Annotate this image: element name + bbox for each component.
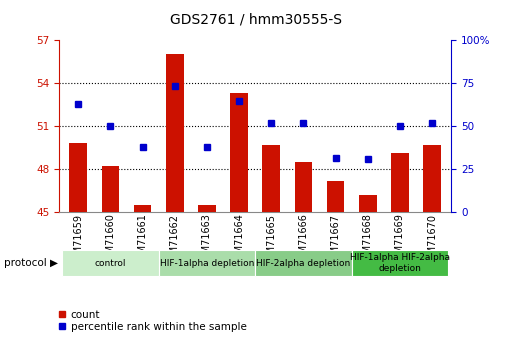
Bar (62, 250, 159, 276)
Bar (134, 205, 151, 212)
Text: GDS2761 / hmm30555-S: GDS2761 / hmm30555-S (170, 12, 343, 26)
Text: control: control (95, 258, 126, 268)
Bar (294, 162, 312, 212)
Bar (198, 205, 216, 212)
Text: HIF-1alpha HIF-2alpha
depletion: HIF-1alpha HIF-2alpha depletion (350, 253, 450, 273)
Bar (69, 143, 87, 212)
Bar (166, 54, 184, 212)
Bar (102, 166, 120, 212)
Bar (230, 93, 248, 212)
Bar (391, 153, 409, 212)
Bar (352, 250, 448, 276)
Text: HIF-1alpha depletion: HIF-1alpha depletion (160, 258, 254, 268)
Bar (423, 145, 441, 212)
Text: protocol ▶: protocol ▶ (4, 258, 58, 268)
Bar (159, 250, 255, 276)
Text: HIF-2alpha depletion: HIF-2alpha depletion (256, 258, 350, 268)
Bar (255, 250, 352, 276)
Bar (327, 180, 345, 212)
Bar (263, 145, 280, 212)
Bar (359, 195, 377, 212)
Legend: count, percentile rank within the sample: count, percentile rank within the sample (54, 305, 251, 336)
